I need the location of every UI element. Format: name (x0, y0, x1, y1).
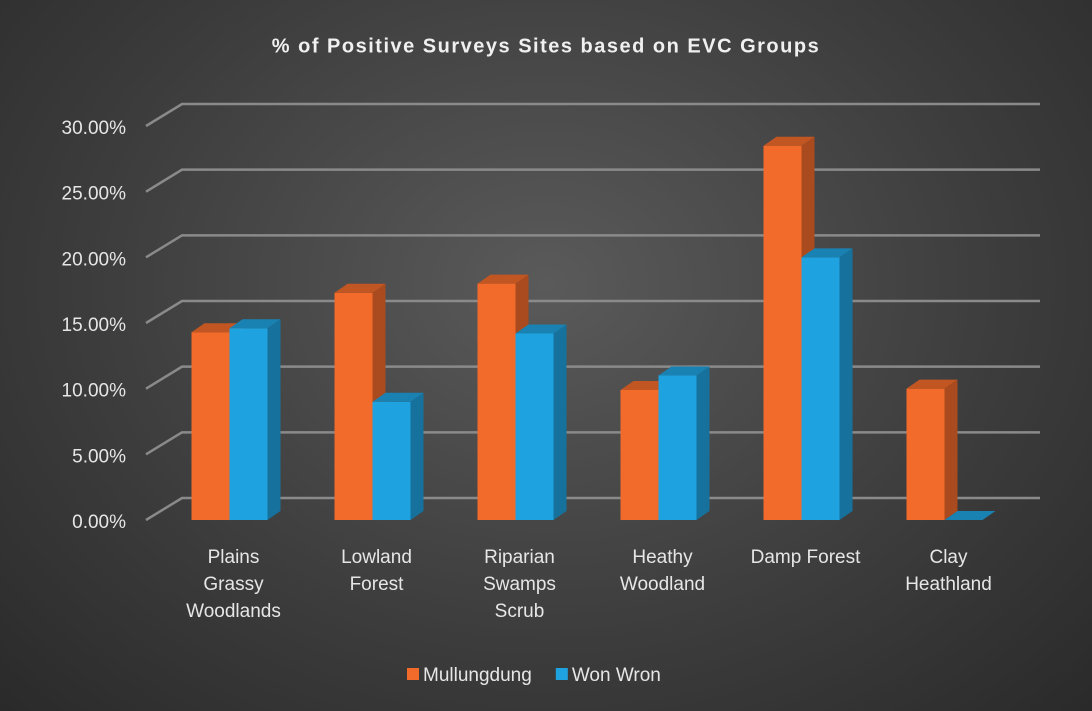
x-tick-label: Damp Forest (750, 547, 861, 568)
y-tick-label: 20.00% (62, 249, 127, 270)
grid-line (145, 102, 1040, 128)
grid-line (145, 365, 1040, 390)
bar-side (410, 392, 424, 520)
bar-side (839, 248, 853, 521)
bar (763, 145, 802, 520)
legend-label: Mullungdung (423, 665, 532, 686)
bar (658, 375, 697, 520)
bar-side (267, 319, 281, 520)
bar-top (801, 248, 853, 258)
bar-top (477, 274, 529, 284)
bar (515, 333, 554, 520)
bar-top (372, 392, 424, 402)
bar-top (906, 379, 958, 389)
x-tick-label: Heathy Woodland (619, 547, 706, 595)
grid-line (145, 168, 1040, 193)
bar-top (944, 511, 996, 520)
y-tick-label: 30.00% (62, 118, 127, 139)
bar (477, 283, 516, 520)
bar (372, 401, 411, 520)
legend-label: Won Wron (572, 665, 661, 686)
y-tick-label: 5.00% (72, 446, 126, 467)
bar (191, 332, 230, 520)
bar (229, 328, 268, 520)
x-tick-label: Lowland Forest (341, 547, 412, 595)
grid-line (145, 431, 1040, 456)
bar-side (553, 324, 567, 520)
x-tick-label: Clay Heathland (905, 547, 992, 595)
bar (801, 257, 840, 520)
y-tick-label: 25.00% (62, 184, 127, 205)
chart-title: % of Positive Surveys Sites based on EVC… (272, 35, 820, 57)
grid-line (145, 496, 1040, 522)
y-tick-label: 15.00% (62, 315, 127, 336)
bar-top (763, 136, 815, 146)
y-tick-label: 10.00% (62, 381, 127, 402)
legend-swatch (407, 668, 419, 680)
bar-side (696, 366, 710, 520)
bar-top (515, 324, 567, 334)
bar (620, 389, 659, 520)
y-tick-label: 0.00% (72, 512, 126, 533)
bar-side (944, 379, 958, 520)
x-tick-label: Plains Grassy Woodlands (186, 547, 281, 622)
grid-line (145, 234, 1040, 259)
bar-top (229, 319, 281, 329)
bar-top (334, 283, 386, 293)
bar (334, 292, 373, 520)
x-tick-label: Riparian Swamps Scrub (483, 547, 556, 622)
grid-line (145, 299, 1040, 325)
bar-top (658, 366, 710, 376)
bar (906, 388, 945, 520)
legend-swatch (555, 668, 568, 680)
